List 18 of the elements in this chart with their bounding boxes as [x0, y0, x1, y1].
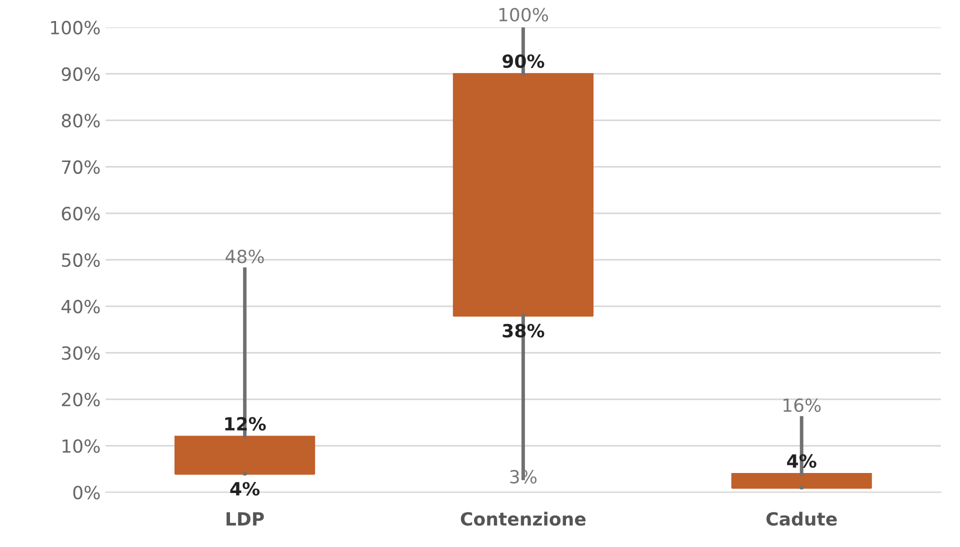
y-tick-label: 70% — [62, 160, 100, 174]
y-tick-label: 30% — [62, 346, 100, 360]
x-tick-label: Contenzione — [460, 512, 586, 526]
annotation: 48% — [226, 250, 264, 264]
x-tick-label: LDP — [226, 512, 264, 526]
y-tick-label: 20% — [62, 392, 100, 406]
y-tick-label: 100% — [51, 20, 100, 34]
y-tick-label: 40% — [61, 300, 100, 314]
y-tick-label: 80% — [62, 114, 100, 128]
x-tick-label: Cadute — [766, 512, 837, 526]
y-tick-label: 90% — [62, 67, 100, 81]
y-tick-label: 60% — [62, 206, 100, 220]
annotation: 100% — [499, 8, 548, 22]
y-tick-label: 0% — [73, 486, 100, 500]
annotation: 16% — [784, 398, 821, 412]
annotation: 4% — [230, 482, 260, 496]
y-tick-label: 50% — [62, 253, 100, 267]
y-tick-label: 10% — [62, 439, 100, 453]
